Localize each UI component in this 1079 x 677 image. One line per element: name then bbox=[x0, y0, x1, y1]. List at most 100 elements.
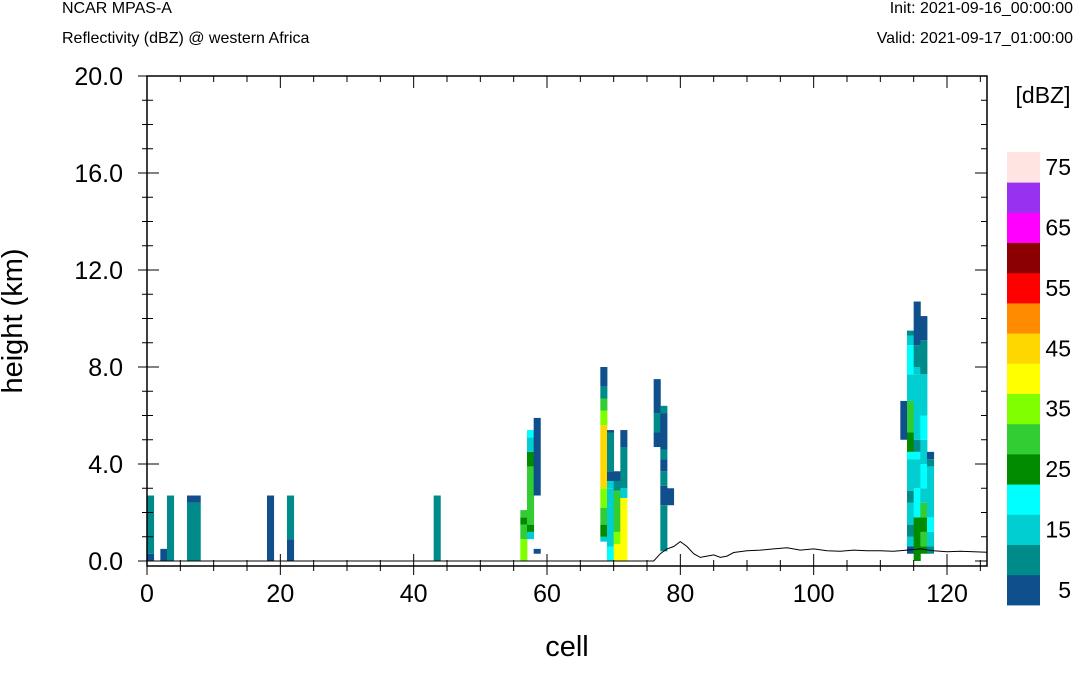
reflectivity-cell bbox=[920, 546, 928, 554]
colorbar-swatch bbox=[1007, 272, 1040, 304]
colorbar-swatch bbox=[1007, 303, 1040, 334]
x-tick-label: 80 bbox=[666, 580, 694, 608]
plot-frame bbox=[146, 75, 988, 567]
reflectivity-cell bbox=[607, 480, 615, 489]
colorbar-swatch bbox=[1007, 333, 1040, 364]
colorbar-label: 75 bbox=[1045, 154, 1071, 180]
reflectivity-cell bbox=[613, 490, 621, 532]
reflectivity-cell bbox=[907, 459, 915, 491]
reflectivity-cell bbox=[913, 488, 921, 518]
y-tick-label: 20.0 bbox=[74, 63, 123, 91]
y-tick-label: 0.0 bbox=[88, 548, 123, 576]
reflectivity-cell bbox=[613, 544, 621, 561]
reflectivity-cell bbox=[927, 459, 935, 467]
colorbar-swatch bbox=[1007, 484, 1040, 515]
reflectivity-cell bbox=[913, 301, 921, 346]
reflectivity-cell bbox=[907, 432, 915, 452]
reflectivity-cell bbox=[920, 517, 928, 532]
reflectivity-cells bbox=[147, 301, 935, 562]
y-axis-label: height (km) bbox=[0, 248, 29, 393]
reflectivity-cell bbox=[607, 430, 615, 433]
reflectivity-cell bbox=[913, 439, 921, 452]
reflectivity-cell bbox=[187, 502, 195, 561]
reflectivity-cell bbox=[927, 451, 935, 460]
reflectivity-cell bbox=[527, 451, 535, 467]
reflectivity-cell bbox=[600, 524, 608, 537]
y-tick-labels: 0.0 4.0 8.0 12.0 16.0 20.0 bbox=[74, 63, 123, 576]
reflectivity-cell bbox=[927, 531, 935, 547]
reflectivity-cell bbox=[913, 367, 921, 375]
reflectivity-cell bbox=[527, 430, 535, 438]
reflectivity-cell bbox=[147, 553, 155, 561]
x-tick-labels: 0 20 40 60 80 100 120 bbox=[140, 580, 968, 608]
reflectivity-cell bbox=[607, 488, 615, 547]
reflectivity-cell bbox=[913, 548, 921, 562]
reflectivity-cell bbox=[613, 531, 621, 545]
colorbar-swatch bbox=[1007, 363, 1040, 394]
reflectivity-cell bbox=[913, 374, 921, 440]
reflectivity-cell bbox=[920, 502, 928, 518]
reflectivity-cell bbox=[147, 495, 155, 554]
y-tick-label: 16.0 bbox=[74, 160, 123, 188]
x-axis-label: cell bbox=[545, 631, 589, 663]
y-tick-label: 4.0 bbox=[88, 451, 123, 479]
colorbar-label: 55 bbox=[1045, 275, 1071, 301]
axis-ticks bbox=[138, 75, 987, 575]
reflectivity-cell bbox=[913, 459, 921, 489]
colorbar-swatch bbox=[1007, 544, 1040, 576]
reflectivity-cell bbox=[600, 386, 608, 399]
colorbar-unit: [dBZ] bbox=[1016, 82, 1071, 108]
init-time: Init: 2021-09-16_00:00:00 bbox=[889, 0, 1073, 17]
model-name: NCAR MPAS-A bbox=[62, 0, 172, 17]
reflectivity-cell bbox=[160, 548, 168, 562]
reflectivity-cell bbox=[607, 432, 615, 472]
x-tick-label: 0 bbox=[140, 580, 154, 608]
reflectivity-cell bbox=[527, 437, 535, 452]
reflectivity-cell bbox=[600, 488, 608, 508]
colorbar-label: 15 bbox=[1045, 517, 1071, 543]
y-tick-label: 8.0 bbox=[88, 354, 123, 382]
reflectivity-cell bbox=[607, 546, 615, 561]
colorbar-label: 45 bbox=[1045, 335, 1071, 361]
x-tick-label: 60 bbox=[533, 580, 561, 608]
reflectivity-cell bbox=[613, 480, 621, 491]
reflectivity-cell bbox=[913, 517, 921, 549]
reflectivity-cell bbox=[660, 449, 668, 460]
colorbar-swatch bbox=[1007, 212, 1040, 243]
colorbar-label: 35 bbox=[1045, 396, 1071, 422]
reflectivity-cell bbox=[520, 524, 528, 540]
reflectivity-cell bbox=[660, 505, 668, 552]
reflectivity-cell bbox=[907, 400, 915, 433]
colorbar-label: 65 bbox=[1045, 215, 1071, 241]
reflectivity-cell bbox=[907, 536, 915, 547]
reflectivity-cell bbox=[907, 451, 915, 460]
colorbar-labels: 5 15 25 35 45 55 65 75 bbox=[1045, 154, 1071, 603]
colorbar-swatch bbox=[1007, 574, 1040, 606]
reflectivity-cell bbox=[660, 405, 668, 414]
reflectivity-cell bbox=[660, 471, 668, 486]
x-tick-label: 20 bbox=[266, 580, 294, 608]
reflectivity-cell bbox=[167, 495, 175, 561]
reflectivity-cell bbox=[600, 367, 608, 387]
reflectivity-cell bbox=[267, 495, 275, 561]
reflectivity-cell bbox=[600, 410, 608, 426]
reflectivity-cell bbox=[600, 536, 608, 542]
reflectivity-cell bbox=[667, 488, 675, 506]
reflectivity-cell bbox=[533, 548, 541, 554]
colorbar bbox=[1007, 152, 1040, 606]
valid-time: Valid: 2021-09-17_01:00:00 bbox=[876, 30, 1073, 47]
colorbar-swatch bbox=[1007, 182, 1040, 213]
reflectivity-cell bbox=[653, 379, 661, 414]
reflectivity-cell bbox=[620, 546, 628, 561]
reflectivity-cell bbox=[920, 439, 928, 464]
reflectivity-cell bbox=[433, 495, 441, 561]
reflectivity-cell bbox=[193, 502, 201, 561]
reflectivity-cell bbox=[907, 335, 915, 346]
reflectivity-cell bbox=[620, 430, 628, 448]
reflectivity-cell bbox=[527, 466, 535, 525]
x-tick-label: 40 bbox=[400, 580, 428, 608]
reflectivity-cell bbox=[920, 415, 928, 440]
reflectivity-cell bbox=[287, 495, 295, 540]
colorbar-swatch bbox=[1007, 423, 1040, 455]
reflectivity-cell bbox=[920, 367, 928, 375]
